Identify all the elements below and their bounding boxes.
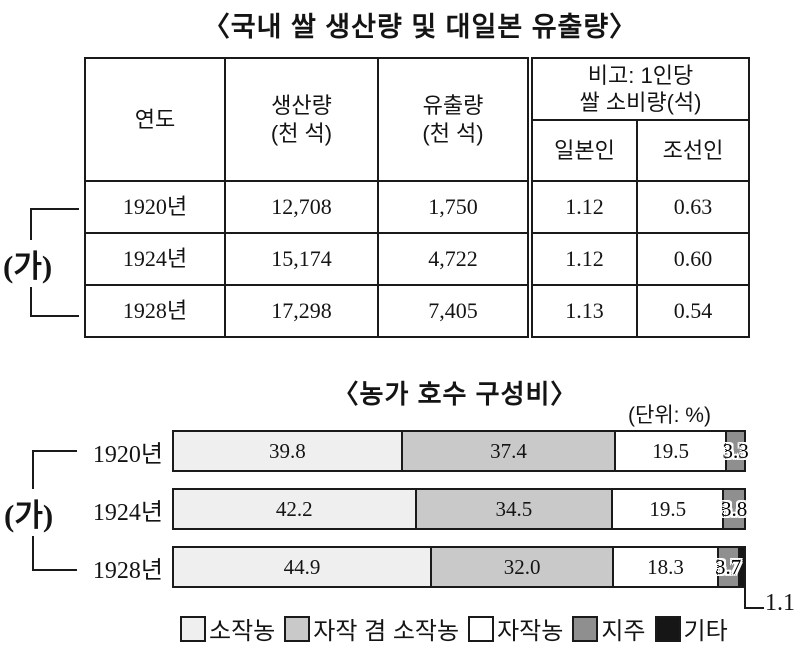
bar-row-1928: 1928년 44.9 32.0 18.3 3.7 bbox=[75, 546, 746, 588]
cell-production: 12,708 bbox=[224, 180, 379, 234]
bar-year-label: 1924년 bbox=[92, 499, 163, 526]
bar-segment-지주: 3.8 bbox=[721, 490, 748, 528]
bar-segment-자작 겸 소작농: 32.0 bbox=[429, 548, 613, 586]
col-header-note-line1: 비고: 1인당 bbox=[587, 62, 694, 88]
col-header-production: 생산량 (천 석) bbox=[224, 57, 379, 182]
col-header-note: 비고: 1인당 쌀 소비량(석) bbox=[527, 57, 750, 121]
table-header-row-1: 연도 생산량 (천 석) 유출량 (천 석) 비고: 1인당 쌀 소비량(석) bbox=[84, 57, 750, 182]
bar-segment-지주: 3.3 bbox=[722, 432, 749, 470]
cell-outflow: 4,722 bbox=[377, 232, 531, 286]
bar-year-label: 1920년 bbox=[92, 441, 163, 468]
legend-item-gita: 기타 bbox=[654, 611, 728, 646]
bar-segment-소작농: 42.2 bbox=[174, 490, 415, 528]
bar-value-label: 42.2 bbox=[275, 496, 313, 521]
bar-segment-자작 겸 소작농: 37.4 bbox=[400, 432, 615, 470]
col-header-production-line2: (천 석) bbox=[270, 120, 333, 146]
legend-swatch bbox=[572, 615, 599, 642]
callout-value: 1.1 bbox=[765, 590, 795, 616]
cell-japanese: 1.12 bbox=[527, 232, 638, 286]
cell-japanese: 1.13 bbox=[527, 284, 638, 338]
bar-value-label: 19.5 bbox=[652, 438, 689, 463]
table-row: 1920년 12,708 1,750 1.12 0.63 bbox=[84, 180, 750, 234]
cell-korean: 0.54 bbox=[636, 284, 750, 338]
legend-label: 자작 겸 소작농 bbox=[313, 618, 460, 645]
bar-value-label: 3.7 bbox=[715, 554, 742, 579]
cell-production: 17,298 bbox=[224, 284, 379, 338]
cell-year: 1920년 bbox=[84, 180, 226, 234]
cell-japanese: 1.12 bbox=[527, 180, 638, 234]
bar-row-1920: 1920년 39.8 37.4 19.5 3.3 bbox=[75, 430, 749, 472]
legend-item-jiju: 지주 bbox=[572, 611, 646, 646]
table-row: 1928년 17,298 7,405 1.13 0.54 bbox=[84, 284, 750, 338]
col-header-year-text: 연도 bbox=[134, 106, 176, 132]
bar-segment-자작 겸 소작농: 34.5 bbox=[414, 490, 612, 528]
col-header-production-line1: 생산량 bbox=[271, 93, 332, 118]
bar-value-label: 19.5 bbox=[649, 496, 687, 521]
stacked-bar: 44.9 32.0 18.3 3.7 bbox=[172, 546, 746, 588]
table-row: 1924년 15,174 4,722 1.12 0.60 bbox=[84, 232, 750, 286]
stacked-bar: 39.8 37.4 19.5 3.3 bbox=[172, 430, 749, 472]
chart-legend: 소작농 자작 겸 소작농 자작농 지주 기타 bbox=[180, 611, 728, 646]
bar-row-1924: 1924년 42.2 34.5 19.5 3.8 bbox=[75, 488, 748, 530]
bar-segment-자작농: 19.5 bbox=[614, 432, 726, 470]
col-header-korean-text: 조선인 bbox=[662, 137, 724, 163]
legend-label: 자작농 bbox=[497, 618, 564, 645]
col-header-outflow: 유출량 (천 석) bbox=[377, 57, 531, 182]
legend-swatch bbox=[468, 615, 495, 642]
bar-value-label: 32.0 bbox=[503, 554, 541, 579]
group-label-table: (가) bbox=[1, 240, 55, 287]
cell-outflow: 1,750 bbox=[377, 180, 531, 234]
col-header-japanese: 일본인 bbox=[527, 119, 638, 182]
bar-segment-소작농: 44.9 bbox=[174, 548, 430, 586]
bar-segment-기타 bbox=[737, 548, 744, 586]
legend-swatch bbox=[284, 615, 311, 642]
chart-title: 〈농가 호수 구성비〉 bbox=[332, 379, 578, 409]
legend-label: 소작농 bbox=[209, 618, 276, 645]
bar-segment-소작농: 39.8 bbox=[174, 432, 401, 470]
col-header-japanese-text: 일본인 bbox=[554, 137, 615, 163]
cell-year: 1924년 bbox=[84, 232, 226, 286]
legend-item-sojaknong: 소작농 bbox=[180, 611, 275, 646]
legend-label: 기타 bbox=[683, 618, 728, 645]
legend-item-jajaknong: 자작농 bbox=[468, 611, 563, 646]
bar-value-label: 37.4 bbox=[490, 438, 527, 463]
bar-segment-자작농: 19.5 bbox=[611, 490, 723, 528]
col-header-outflow-line1: 유출량 bbox=[422, 93, 484, 118]
table-title: 〈국내 쌀 생산량 및 대일본 유출량〉 bbox=[202, 12, 638, 42]
cell-outflow: 7,405 bbox=[377, 284, 531, 338]
bar-year-label: 1928년 bbox=[92, 557, 163, 584]
col-header-note-line2: 쌀 소비량(석) bbox=[579, 90, 702, 115]
bar-value-label: 3.3 bbox=[722, 438, 749, 463]
group-label-chart: (가) bbox=[2, 489, 56, 536]
bar-value-label: 39.8 bbox=[269, 438, 306, 463]
col-header-year: 연도 bbox=[84, 57, 226, 182]
callout-leader-line bbox=[744, 588, 764, 609]
cell-korean: 0.63 bbox=[636, 180, 750, 234]
stacked-bar: 42.2 34.5 19.5 3.8 bbox=[172, 488, 748, 530]
legend-label: 지주 bbox=[601, 618, 646, 645]
legend-item-jajak-gyeom-sojaknong: 자작 겸 소작농 bbox=[284, 611, 459, 646]
col-header-korean: 조선인 bbox=[636, 119, 750, 182]
col-header-outflow-line2: (천 석) bbox=[422, 120, 484, 146]
rice-table: 연도 생산량 (천 석) 유출량 (천 석) 비고: 1인당 쌀 소비량(석) … bbox=[84, 57, 750, 338]
chart-unit-label: (단위: %) bbox=[628, 404, 711, 427]
cell-year: 1928년 bbox=[84, 284, 226, 338]
bar-value-label: 44.9 bbox=[283, 554, 321, 579]
legend-swatch bbox=[180, 615, 206, 642]
bar-segment-자작농: 18.3 bbox=[612, 548, 717, 586]
legend-swatch bbox=[654, 615, 681, 642]
bar-value-label: 18.3 bbox=[647, 554, 684, 579]
cell-korean: 0.60 bbox=[636, 232, 750, 286]
bar-segment-지주: 3.7 bbox=[715, 548, 742, 586]
cell-production: 15,174 bbox=[224, 232, 379, 286]
table-header-row-2: 일본인 조선인 bbox=[85, 119, 750, 182]
bar-value-label: 34.5 bbox=[495, 496, 533, 521]
bar-value-label: 3.8 bbox=[721, 496, 748, 521]
